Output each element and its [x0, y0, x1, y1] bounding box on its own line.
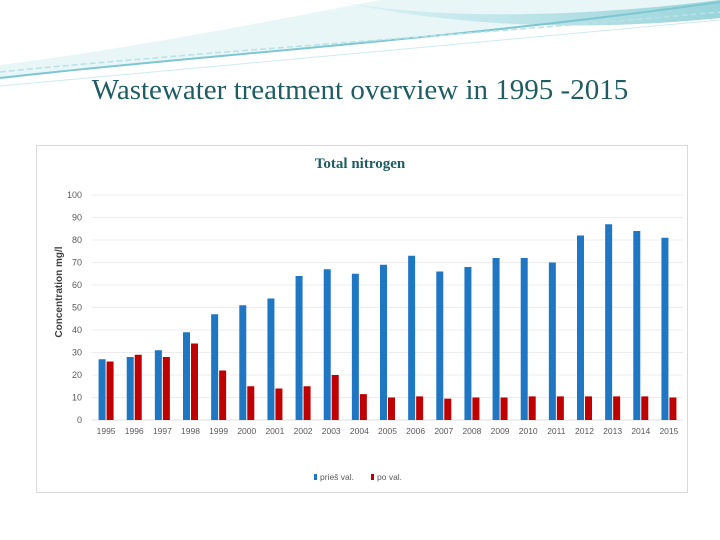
bar-before-1998: [183, 332, 190, 420]
x-tick-label: 2005: [378, 426, 397, 436]
y-tick-label: 60: [72, 280, 82, 290]
x-tick-label: 1999: [209, 426, 228, 436]
bar-after-1996: [134, 354, 142, 420]
bar-before-2000: [239, 305, 247, 420]
bar-before-2003: [323, 269, 331, 420]
bar-after-2007: [444, 398, 452, 420]
y-tick-label: 50: [72, 303, 82, 313]
x-tick-label: 2008: [462, 426, 481, 436]
bar-after-2014: [641, 396, 649, 420]
x-tick-label: 2011: [547, 426, 566, 436]
bar-after-2012: [585, 396, 592, 420]
bar-before-2010: [520, 258, 528, 420]
x-tick-label: 2000: [237, 426, 256, 436]
y-tick-label: 70: [72, 258, 82, 268]
bar-after-1998: [191, 343, 198, 420]
y-tick-label: 10: [72, 393, 82, 403]
x-tick-label: 2007: [434, 426, 453, 436]
bar-after-2006: [416, 396, 424, 420]
x-tick-label: 2003: [322, 426, 341, 436]
x-tick-label: 2010: [519, 426, 538, 436]
bar-before-2013: [605, 224, 613, 420]
bar-after-2002: [303, 386, 311, 420]
legend: prieš val. po val.: [314, 472, 402, 482]
bar-after-2003: [331, 375, 339, 420]
bar-after-1997: [162, 357, 170, 420]
header-decoration: [0, 0, 720, 87]
y-tick-label: 40: [72, 325, 82, 335]
x-tick-label: 1998: [181, 426, 200, 436]
y-tick-label: 100: [67, 190, 82, 200]
bar-after-1995: [106, 361, 114, 420]
bar-before-2006: [408, 255, 416, 420]
x-tick-label: 2004: [350, 426, 369, 436]
bar-after-2001: [275, 388, 283, 420]
bar-before-2009: [492, 258, 500, 420]
bar-after-2000: [247, 386, 255, 420]
bar-before-2015: [661, 237, 669, 420]
y-tick-label: 0: [77, 415, 82, 425]
bar-before-2011: [548, 262, 556, 420]
x-tick-label: 1997: [153, 426, 172, 436]
x-tick-label: 1996: [125, 426, 144, 436]
bar-before-2004: [351, 273, 359, 420]
bar-after-2013: [613, 396, 621, 420]
bar-before-2012: [577, 235, 584, 420]
x-tick-label: 2015: [659, 426, 678, 436]
x-tick-label: 2001: [265, 426, 284, 436]
y-tick-label: 30: [72, 348, 82, 358]
bar-before-1997: [154, 350, 162, 420]
bar-after-2010: [528, 396, 536, 420]
x-tick-label: 2006: [406, 426, 425, 436]
bar-after-2005: [388, 397, 395, 420]
x-tick-label: 2014: [631, 426, 650, 436]
x-axis-ticks: 1995 1996 1997 1998 1999 2000 2001 2002 2003 2004…: [97, 426, 679, 436]
bar-before-2014: [633, 231, 641, 420]
bar-before-2008: [464, 267, 472, 420]
bar-before-1996: [126, 357, 134, 420]
legend-swatch-before: [314, 474, 317, 480]
bars: [98, 224, 677, 420]
y-tick-label: 90: [72, 213, 82, 223]
bar-after-1999: [219, 370, 227, 420]
bar-after-2011: [556, 396, 564, 420]
bar-after-2009: [500, 397, 508, 420]
y-tick-label: 20: [72, 370, 82, 380]
legend-label-before: prieš val.: [320, 472, 354, 482]
bar-before-1999: [211, 314, 219, 420]
bar-before-2002: [295, 276, 303, 420]
bar-before-2005: [380, 264, 387, 420]
gridlines: [92, 194, 683, 421]
bar-after-2004: [359, 394, 367, 420]
slide-title: Wastewater treatment overview in 1995 -2…: [91, 74, 629, 106]
y-tick-label: 80: [72, 235, 82, 245]
bar-after-2015: [669, 397, 677, 420]
y-axis-ticks: 0 10 20 30 40 50 60 70 80 90 100: [67, 190, 82, 425]
chart-title: Total nitrogen: [315, 156, 406, 172]
legend-swatch-after: [371, 474, 374, 480]
bar-before-1995: [98, 359, 106, 420]
x-tick-label: 2012: [575, 426, 594, 436]
bar-before-2001: [267, 298, 275, 420]
x-tick-label: 2009: [491, 426, 510, 436]
y-axis-label: Concentration mg/l: [54, 246, 65, 337]
bar-after-2008: [472, 397, 480, 420]
x-tick-label: 2002: [294, 426, 313, 436]
legend-label-after: po val.: [377, 472, 402, 482]
x-tick-label: 1995: [97, 426, 116, 436]
bar-before-2007: [436, 271, 444, 420]
x-tick-label: 2013: [603, 426, 622, 436]
